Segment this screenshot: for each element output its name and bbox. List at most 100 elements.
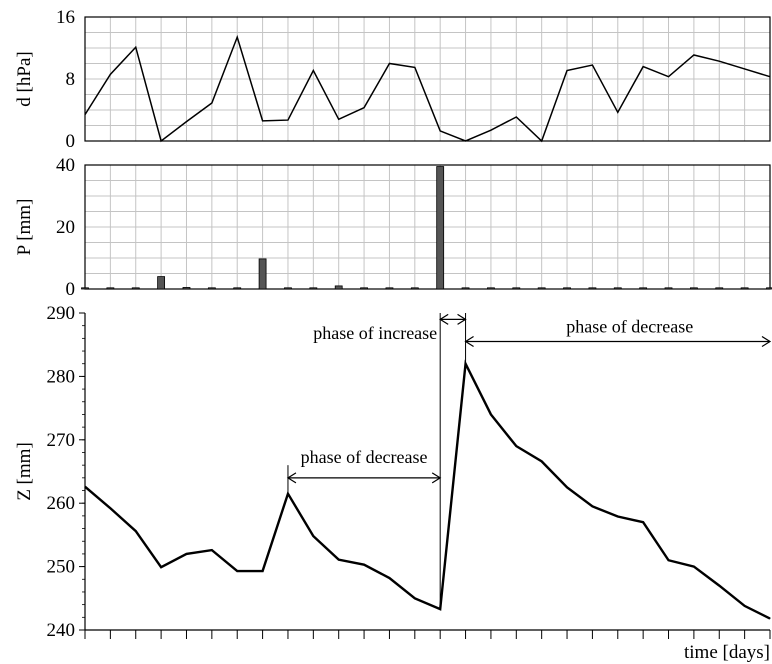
data-point: [388, 577, 390, 579]
x-axis-label: time [days]: [684, 642, 770, 663]
bar: [334, 285, 343, 290]
bar: [233, 287, 242, 290]
data-point: [363, 107, 365, 109]
arrow-head: [464, 336, 474, 348]
bar: [588, 287, 597, 290]
data-point: [185, 121, 187, 123]
bar: [360, 287, 368, 290]
arrow-head: [431, 472, 442, 484]
phase-label: phase of decrease: [566, 317, 693, 337]
data-point: [287, 119, 289, 121]
series-line: [84, 359, 771, 620]
data-point: [465, 140, 467, 142]
data-point: [591, 64, 593, 66]
data-point: [109, 73, 111, 75]
data-point: [668, 559, 670, 561]
arrow-head: [761, 336, 772, 348]
y-tick-label: 270: [47, 430, 76, 451]
data-point: [693, 54, 695, 56]
panel-p: 0 20 40 P [mm]: [14, 155, 772, 300]
data-point: [617, 111, 619, 113]
plot-frame: [84, 16, 771, 142]
bar: [740, 287, 749, 290]
bar: [106, 287, 115, 290]
data-point: [414, 597, 416, 599]
data-point: [566, 69, 568, 71]
data-point: [744, 605, 746, 607]
data-point: [312, 535, 314, 537]
data-point: [160, 140, 162, 142]
data-point: [541, 460, 543, 462]
data-point: [769, 618, 771, 620]
y-tick-label: 40: [56, 155, 75, 176]
data-point: [744, 68, 746, 70]
bar: [207, 287, 216, 290]
data-point: [312, 69, 314, 71]
bar: [563, 287, 571, 290]
y-axis-label: P [mm]: [14, 199, 35, 256]
data-point: [236, 36, 238, 38]
data-point: [414, 66, 416, 68]
bar: [182, 287, 191, 290]
y-tick-label: 280: [47, 366, 76, 387]
bar: [157, 276, 166, 290]
data-point: [236, 570, 238, 572]
data-point: [515, 445, 517, 447]
data-point: [566, 486, 568, 488]
bar: [258, 258, 267, 290]
bar: [766, 287, 772, 290]
bar: [613, 287, 622, 290]
data-point: [185, 553, 187, 555]
bar: [512, 287, 521, 290]
data-point: [617, 516, 619, 518]
bar: [537, 287, 546, 290]
y-tick-label: 0: [66, 279, 76, 300]
data-point: [769, 76, 771, 78]
bar: [664, 287, 673, 290]
data-point: [642, 521, 644, 523]
data-point: [109, 507, 111, 509]
bar: [436, 166, 445, 290]
y-tick-label: 250: [47, 557, 76, 578]
data-point: [718, 60, 720, 62]
y-axis-label: Z [mm]: [14, 442, 35, 501]
data-point: [490, 413, 492, 415]
phase-label: phase of increase: [313, 323, 437, 343]
bar: [639, 287, 648, 290]
data-point: [591, 505, 593, 507]
data-point: [262, 120, 264, 122]
bar: [131, 287, 140, 290]
data-point: [439, 130, 441, 132]
plot-frame: [84, 164, 771, 290]
data-point: [262, 570, 264, 572]
bar: [689, 287, 698, 290]
panel-z: 240 250 260 270 280 290 Z [mm] phase of decreas…: [14, 303, 772, 641]
data-point: [135, 530, 137, 532]
arrow-head: [439, 313, 449, 325]
y-axis-label: d [hPa]: [14, 51, 35, 106]
series-line: [84, 34, 771, 143]
bar: [487, 287, 495, 290]
data-point: [388, 63, 390, 64]
data-point: [642, 66, 644, 68]
phase-label: phase of decrease: [301, 447, 428, 467]
y-tick-label: 240: [47, 620, 76, 641]
data-point: [718, 585, 720, 587]
bar: [461, 287, 470, 290]
data-point: [211, 549, 213, 551]
data-point: [515, 116, 517, 118]
arrow-head: [457, 313, 467, 325]
data-point: [84, 486, 86, 488]
data-point: [160, 566, 162, 568]
data-point: [84, 114, 86, 116]
data-point: [541, 140, 543, 142]
panel-d: 0 8 16 d [hPa]: [14, 7, 771, 152]
bar: [385, 287, 394, 290]
data-point: [211, 102, 213, 104]
data-point: [668, 76, 670, 78]
bar: [410, 287, 419, 290]
data-point: [693, 566, 695, 568]
y-tick-label: 8: [66, 69, 76, 90]
data-point: [338, 118, 340, 120]
